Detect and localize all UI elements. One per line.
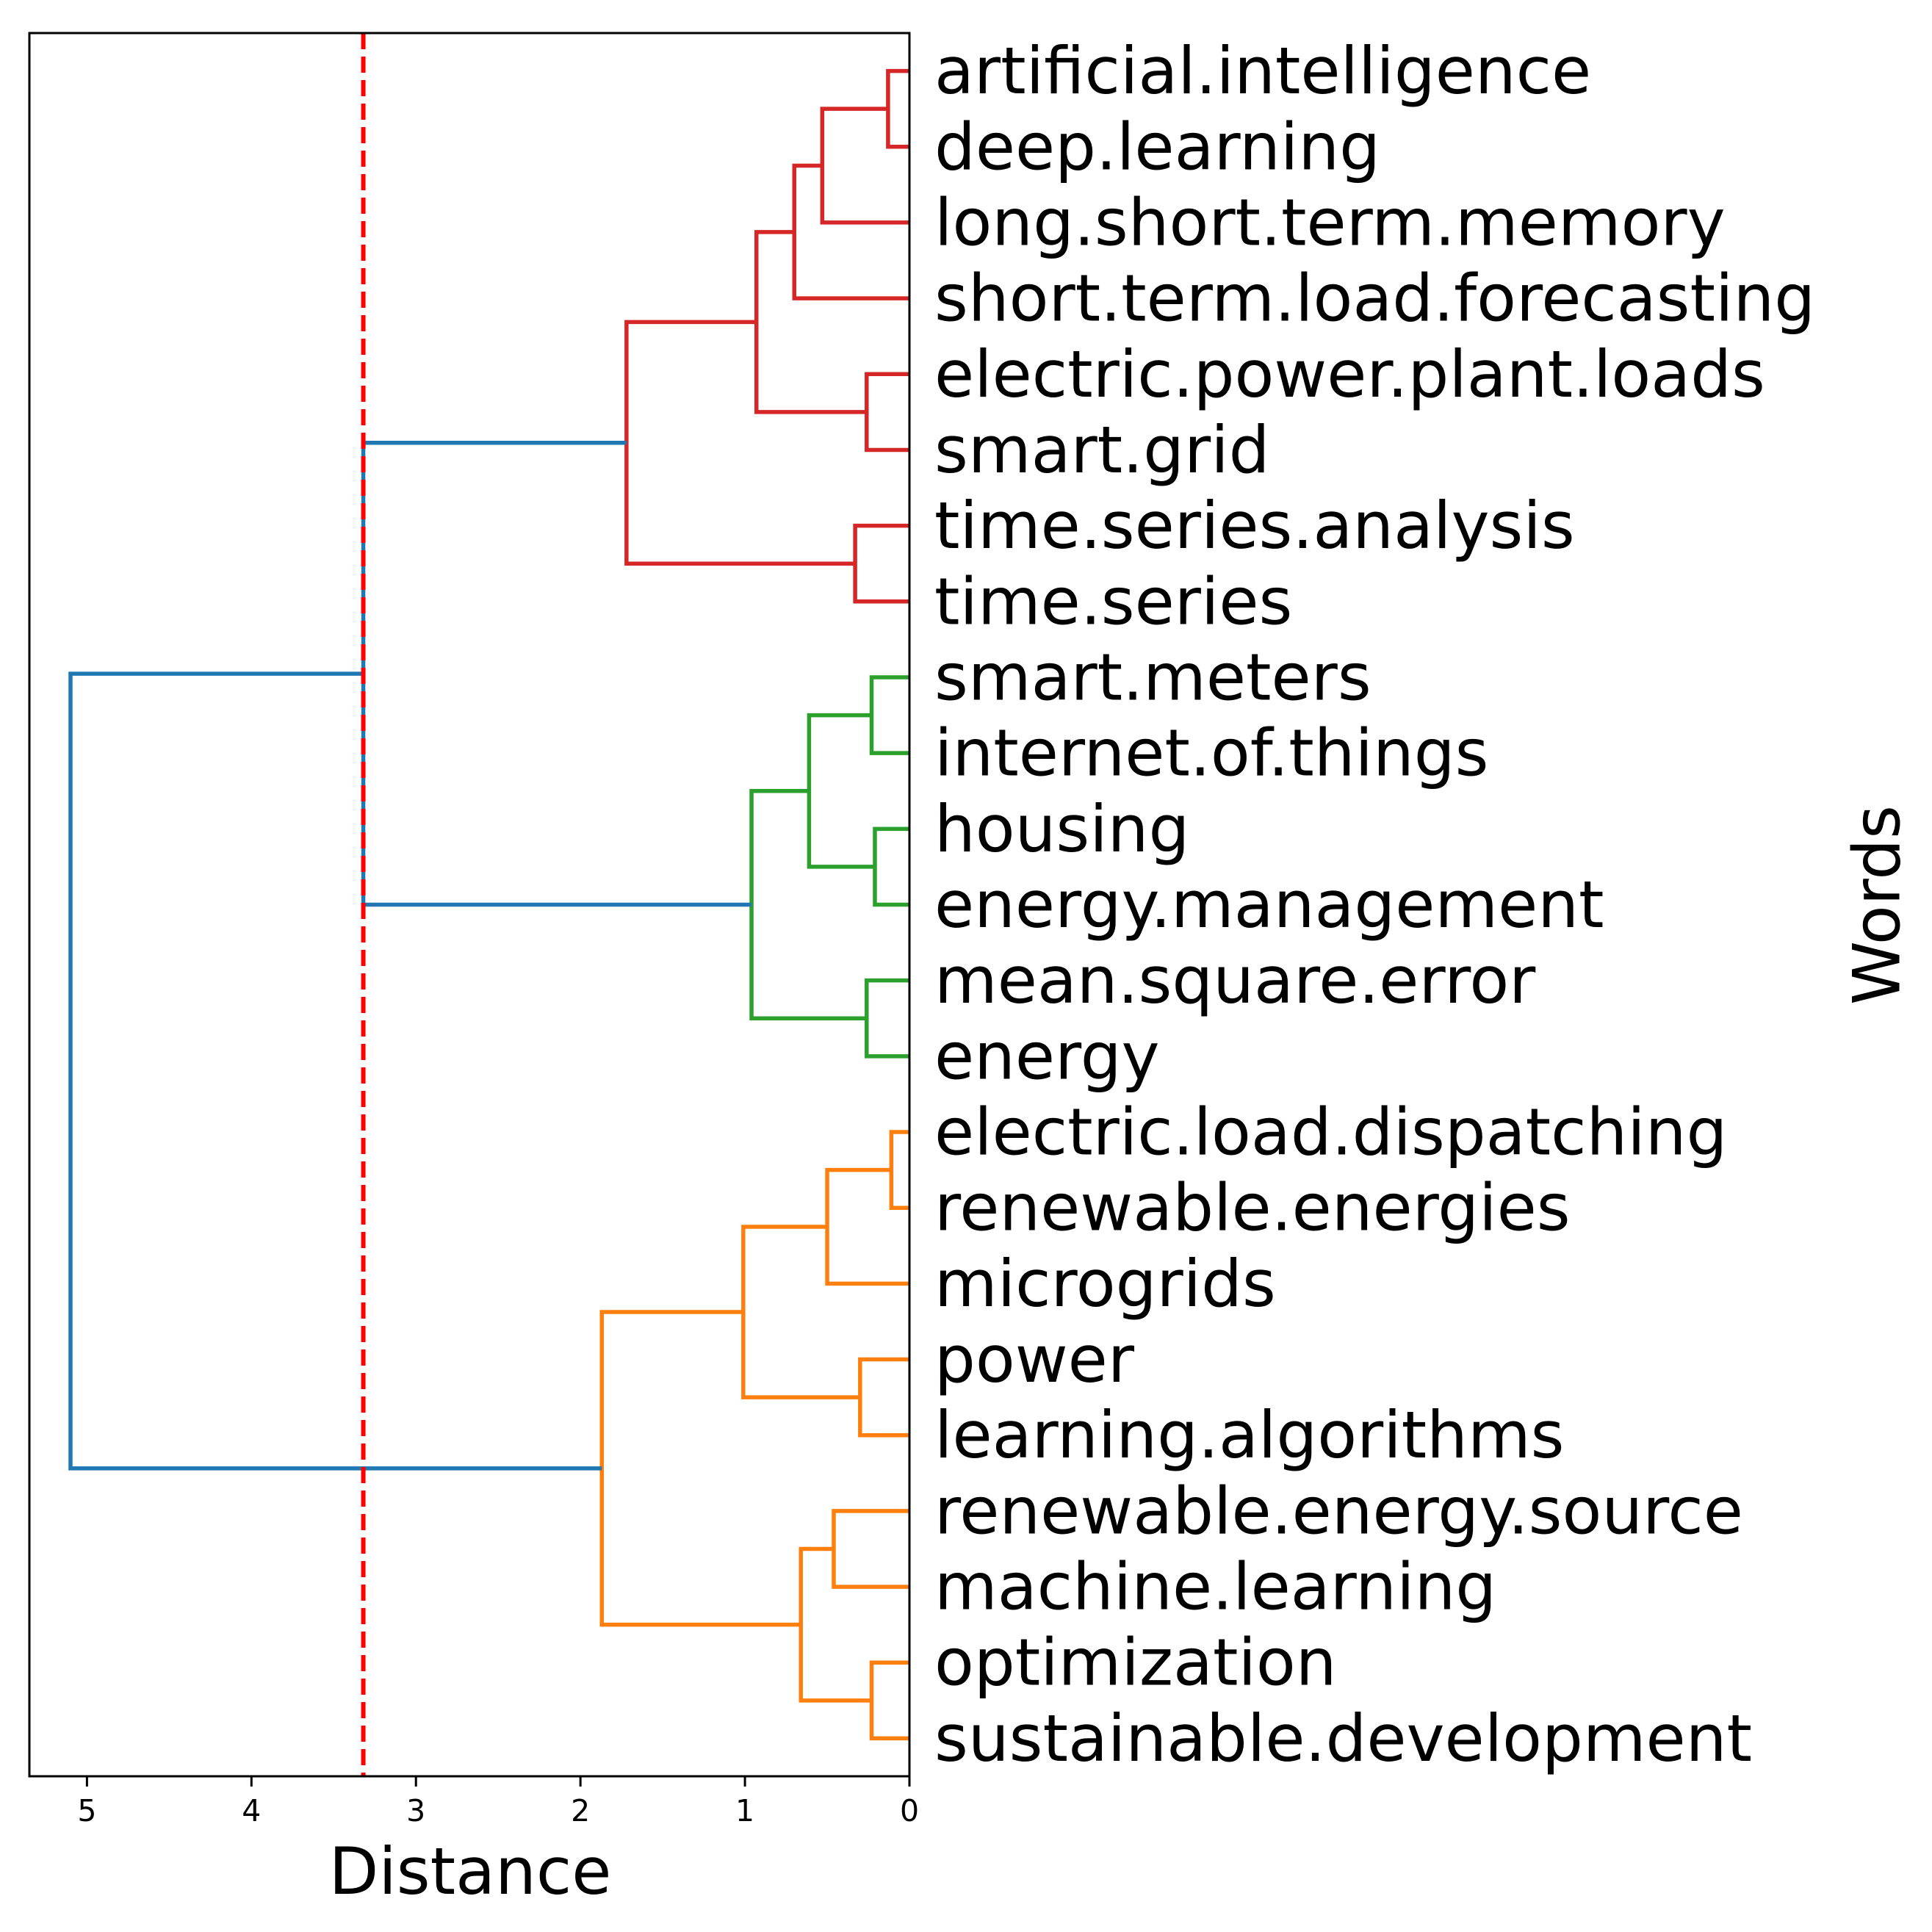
dendrogram-link-m11 xyxy=(865,978,909,1059)
dendrogram-link-m19 xyxy=(869,1660,909,1741)
dendrogram-links xyxy=(68,68,909,1741)
dendrogram-link-m4 xyxy=(865,372,909,453)
y-axis-title: Words xyxy=(1839,805,1915,1005)
leaf-label: internet.of.things xyxy=(934,716,1489,791)
leaf-label: learning.algorithms xyxy=(934,1397,1565,1473)
leaf-labels: artificial.intelligencedeep.learninglong… xyxy=(934,33,1815,1776)
leaf-label: housing xyxy=(934,791,1189,867)
dendrogram-link-m7 xyxy=(624,320,856,566)
x-tick-label: 1 xyxy=(735,1793,754,1828)
dendrogram-link-m16 xyxy=(858,1357,909,1438)
dendrogram-link-m3 xyxy=(792,163,909,300)
leaf-label: microgrids xyxy=(934,1246,1276,1322)
dendrogram-link-m6 xyxy=(853,523,909,604)
leaf-label: long.short.term.memory xyxy=(934,184,1726,260)
dendrogram-link-m20 xyxy=(799,1546,872,1703)
leaf-label: smart.grid xyxy=(934,412,1270,488)
x-axis-title: Distance xyxy=(329,1834,612,1909)
leaf-label: short.term.load.forecasting xyxy=(934,261,1815,336)
dendrogram-link-m5 xyxy=(754,230,867,414)
leaf-label: power xyxy=(934,1322,1135,1397)
dendrogram-link-m10 xyxy=(807,713,875,869)
leaf-label: deep.learning xyxy=(934,109,1380,184)
leaf-label: mean.square.error xyxy=(934,942,1536,1018)
leaf-label: machine.learning xyxy=(934,1549,1496,1625)
dendrogram-link-m17 xyxy=(741,1225,860,1399)
leaf-label: smart.meters xyxy=(934,639,1371,715)
x-tick-label: 3 xyxy=(406,1793,425,1828)
leaf-label: sustainable.development xyxy=(934,1701,1752,1776)
x-tick-label: 0 xyxy=(900,1793,919,1828)
plot-frame xyxy=(28,32,911,1778)
dendrogram-link-m21 xyxy=(599,1310,801,1627)
leaf-label: optimization xyxy=(934,1625,1337,1701)
dendrogram-link-m14 xyxy=(889,1130,909,1210)
dendrogram-link-m8 xyxy=(869,675,909,755)
dendrogram-link-m22 xyxy=(68,671,602,1471)
leaf-label: renewable.energies xyxy=(934,1170,1571,1246)
dendrogram-link-m2 xyxy=(820,107,909,225)
x-axis-ticks: 5 4 3 2 1 0 xyxy=(77,1776,919,1828)
leaf-label: electric.load.dispatching xyxy=(934,1095,1727,1170)
leaf-label: renewable.energy.source xyxy=(934,1473,1743,1549)
dendrogram-link-m9 xyxy=(873,826,909,907)
x-tick-label: 5 xyxy=(77,1793,96,1828)
leaf-label: electric.power.plant.loads xyxy=(934,336,1765,412)
dendrogram-link-m1 xyxy=(886,68,909,149)
leaf-label: energy.management xyxy=(934,867,1604,942)
leaf-label: energy xyxy=(934,1018,1160,1094)
x-tick-label: 4 xyxy=(242,1793,261,1828)
leaf-label: time.series.analysis xyxy=(934,488,1575,563)
leaf-label: time.series xyxy=(934,563,1292,639)
leaf-label: artificial.intelligence xyxy=(934,33,1591,109)
dendrogram-link-m15 xyxy=(825,1167,909,1286)
x-tick-label: 2 xyxy=(571,1793,590,1828)
dendrogram-link-m13 xyxy=(361,441,752,907)
dendrogram-link-m18 xyxy=(832,1509,909,1589)
